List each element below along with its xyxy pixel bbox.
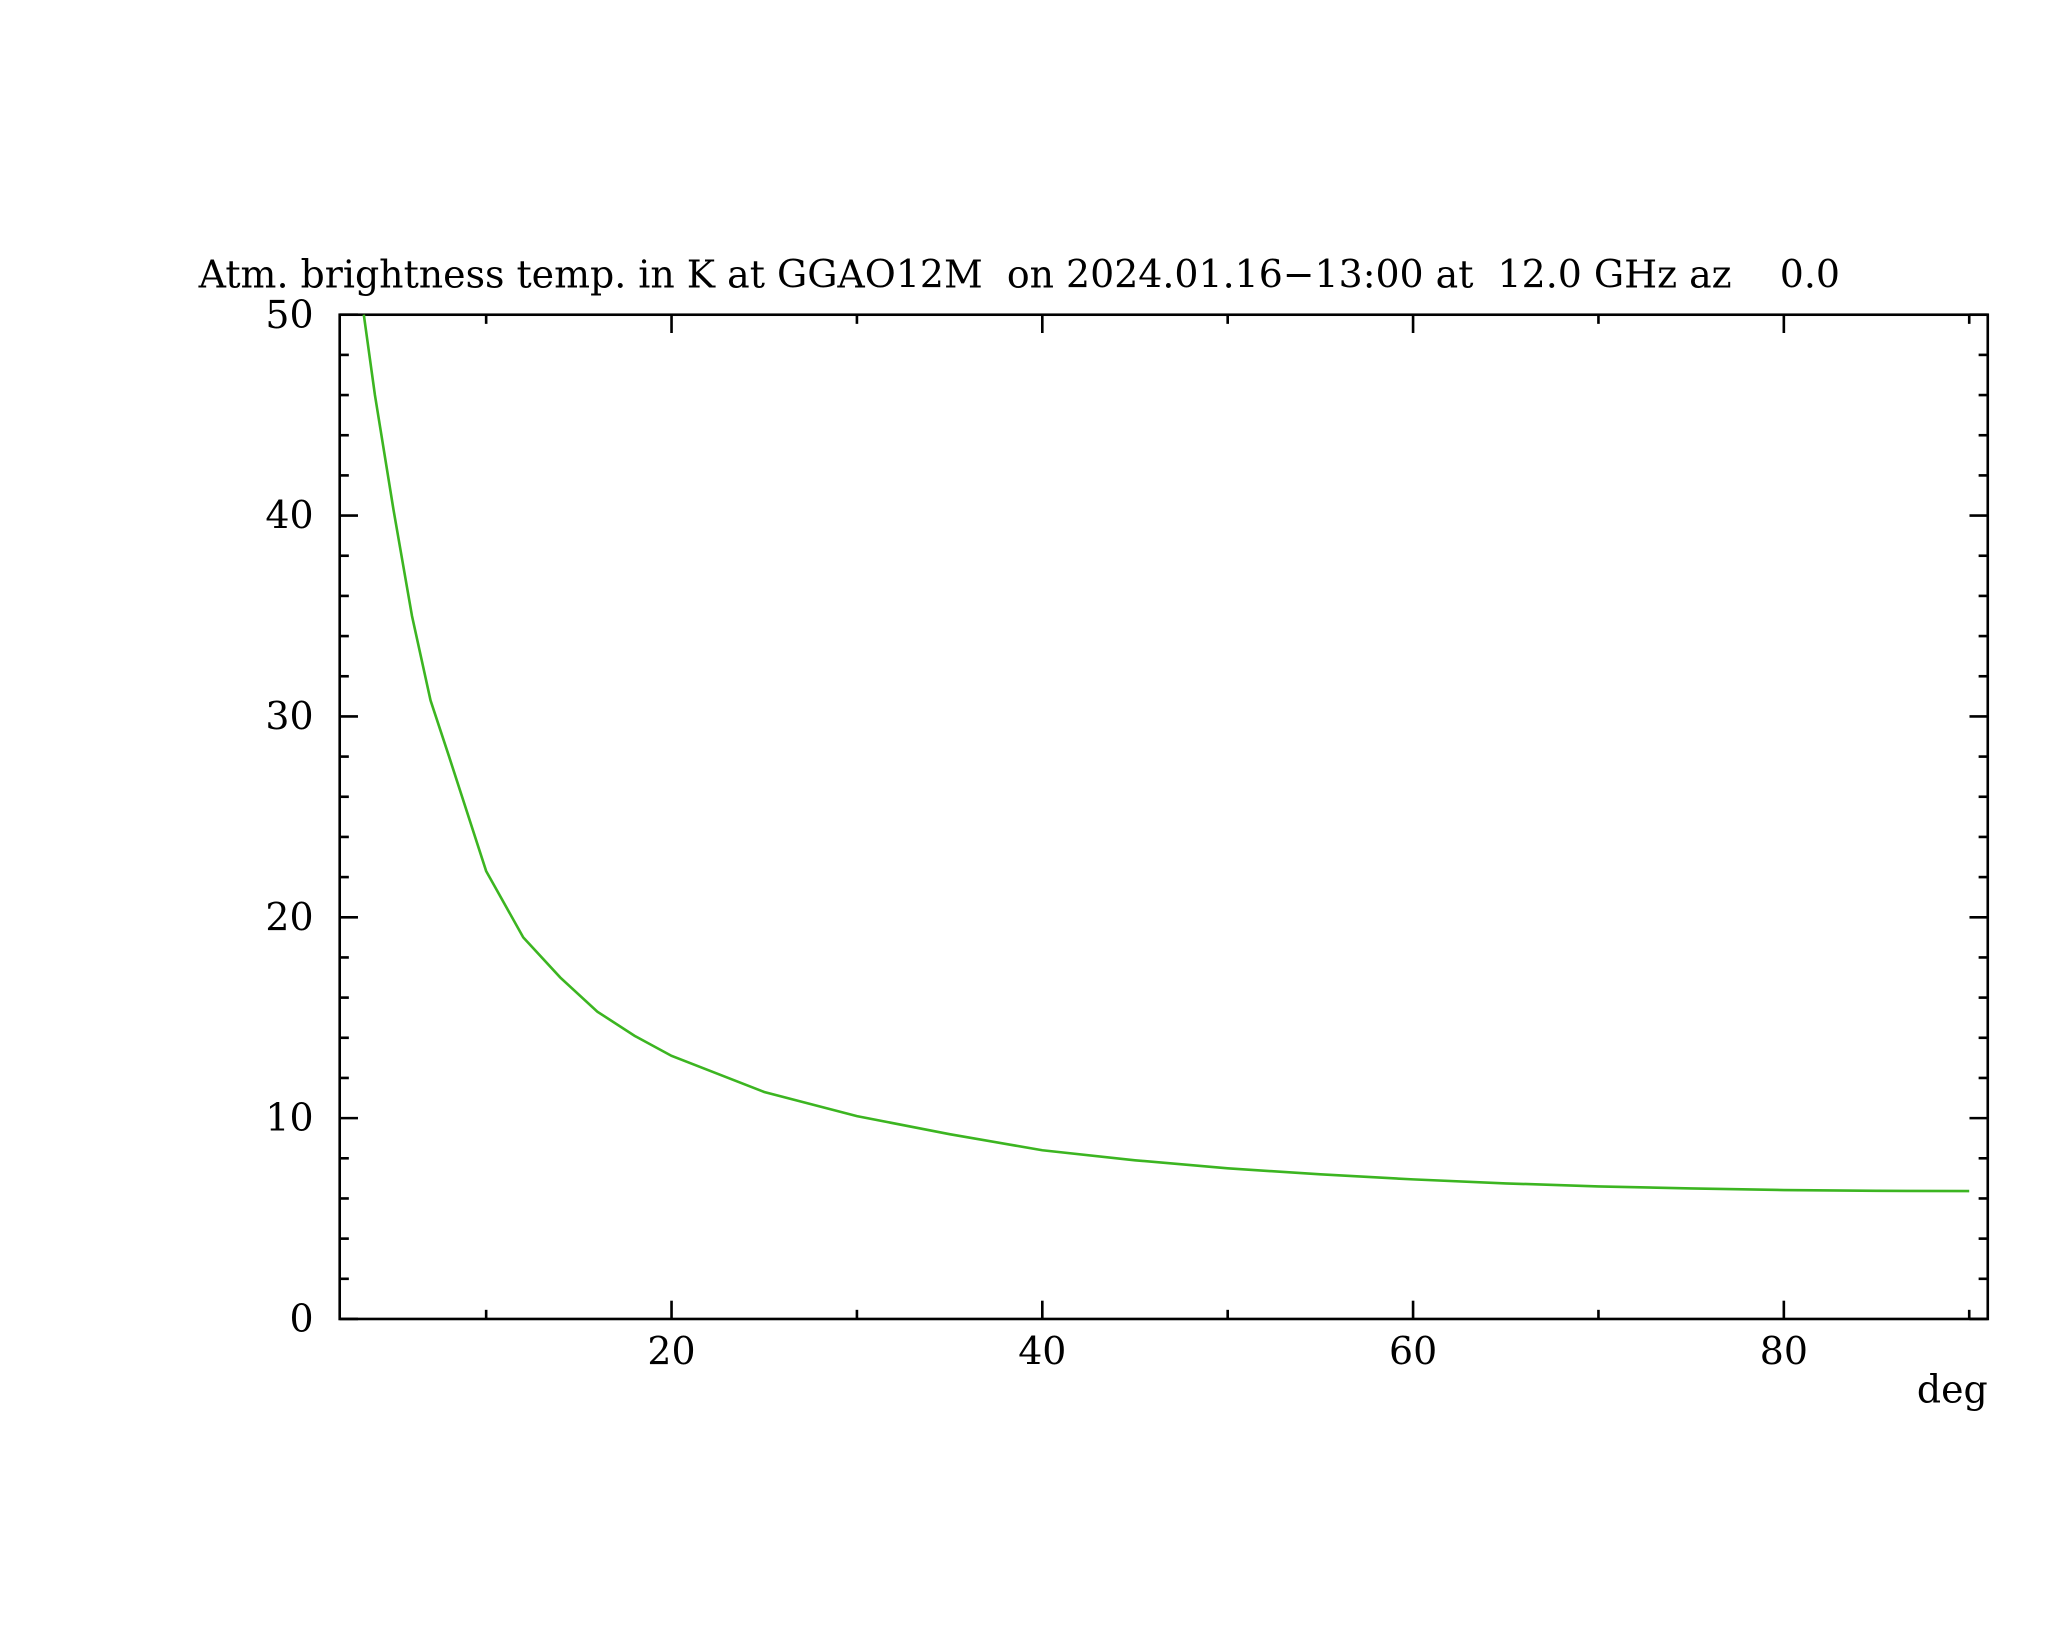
y-tick-label: 10 xyxy=(265,1096,313,1140)
plot-frame xyxy=(338,313,1990,1321)
y-tick-label: 40 xyxy=(265,494,313,538)
x-tick-label: 80 xyxy=(1760,1330,1808,1374)
x-tick-label: 40 xyxy=(1018,1330,1066,1374)
x-axis-label: deg xyxy=(1917,1368,1988,1412)
y-tick-label: 0 xyxy=(289,1297,313,1341)
x-tick-label: 20 xyxy=(647,1330,695,1374)
x-tick-label: 60 xyxy=(1389,1330,1437,1374)
chart-title: Atm. brightness temp. in K at GGAO12M on… xyxy=(198,252,1840,296)
y-tick-label: 50 xyxy=(265,293,313,337)
y-tick-label: 20 xyxy=(265,895,313,939)
y-tick-label: 30 xyxy=(265,694,313,738)
data-line xyxy=(362,314,1970,1193)
